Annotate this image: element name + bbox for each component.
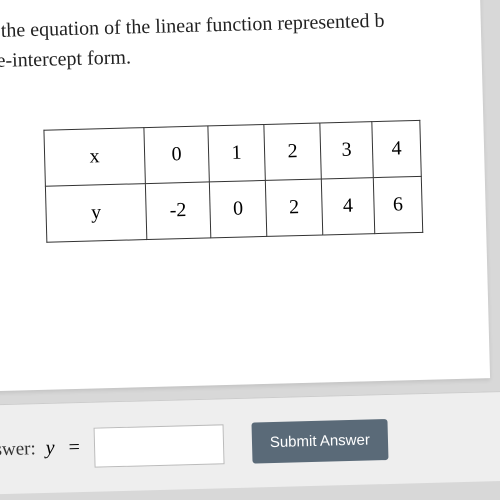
question-line-2: pe-intercept form. (0, 46, 131, 72)
submit-button[interactable]: Submit Answer (251, 419, 388, 464)
table-row: x 0 1 2 3 4 (44, 120, 421, 186)
question-text: d the equation of the linear function re… (0, 3, 482, 76)
cell-x-4: 4 (372, 120, 421, 177)
xy-table: x 0 1 2 3 4 y -2 0 2 4 6 (43, 120, 423, 243)
answer-variable: y (45, 437, 54, 460)
cell-x-0: 0 (144, 126, 209, 184)
question-page: d the equation of the linear function re… (0, 0, 490, 392)
data-table-wrap: x 0 1 2 3 4 y -2 0 2 4 6 (43, 118, 486, 242)
answer-input[interactable] (93, 424, 224, 467)
cell-x-2: 2 (264, 123, 321, 180)
answer-equals: = (68, 436, 80, 459)
table-row: y -2 0 2 4 6 (45, 176, 422, 242)
question-line-1: d the equation of the linear function re… (0, 10, 385, 42)
answer-prefix: nswer: (0, 438, 36, 461)
cell-y-0: -2 (145, 182, 210, 240)
cell-y-2: 2 (265, 179, 322, 236)
cell-x-1: 1 (208, 124, 265, 181)
cell-y-4: 6 (373, 176, 422, 233)
row-label-x: x (44, 128, 145, 187)
cell-y-3: 4 (321, 178, 374, 235)
row-label-y: y (45, 184, 146, 243)
cell-x-3: 3 (320, 122, 373, 179)
answer-bar: nswer: y = Submit Answer (0, 391, 500, 495)
cell-y-1: 0 (209, 180, 266, 237)
